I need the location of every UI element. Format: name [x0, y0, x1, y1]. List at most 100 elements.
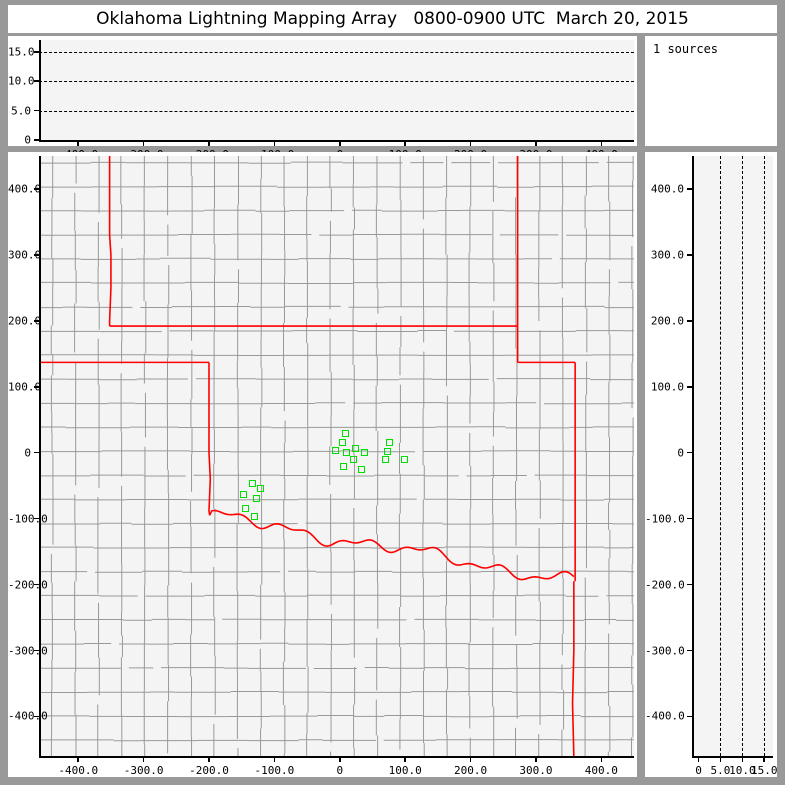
right-panel-xtick — [697, 756, 700, 762]
map-panel-x-axis — [39, 756, 634, 758]
right-panel-xtick — [763, 756, 765, 762]
top-panel-ytick-label: 0 — [24, 133, 31, 147]
right-panel-ytick — [687, 254, 693, 256]
source-marker — [357, 465, 365, 473]
source-marker — [350, 455, 357, 463]
right-panel-xtick-label: 5.0 — [710, 764, 731, 777]
top-panel-ytick-label: 5.0 — [11, 104, 31, 118]
top-plot-area[interactable] — [39, 40, 634, 140]
source-marker — [252, 495, 260, 503]
right-panel-xtick-label: 10.0 — [729, 764, 756, 777]
source-marker — [401, 456, 408, 464]
map-panel-xtick-label: -100.0 — [254, 764, 295, 777]
source-marker — [384, 447, 391, 455]
right-panel-gridline — [764, 156, 766, 756]
right-panel-xtick-label: 0 — [695, 764, 702, 777]
right-panel-gridline — [720, 156, 722, 756]
map-panel-xtick-label: -300.0 — [123, 764, 164, 777]
map-panel-ytick — [34, 254, 40, 256]
map-panel-ytick-label: 100.0 — [8, 380, 42, 394]
map-panel-ytick — [34, 188, 40, 190]
right-panel-ytick — [687, 320, 693, 322]
right-panel-ytick-label: 0 — [677, 446, 684, 460]
source-count-panel: 1 sources — [645, 36, 777, 146]
top-panel-xtick — [404, 140, 406, 146]
right-panel-ytick-label: 300.0 — [650, 248, 684, 262]
right-panel-xtick-label: 15.0 — [750, 764, 778, 777]
map-panel-xtick-label: 100.0 — [388, 764, 422, 777]
map-panel-ytick-label: 0 — [24, 446, 31, 460]
source-marker — [256, 484, 264, 492]
top-panel-ytick — [34, 80, 40, 82]
map-panel-xtick-label: -200.0 — [189, 764, 229, 777]
map-panel-xtick-label: 400.0 — [584, 764, 618, 777]
map-panel-xtick — [535, 756, 537, 762]
map-panel-xtick — [600, 756, 603, 762]
right-panel-ytick — [687, 715, 693, 718]
right-panel-ytick-label: -400.0 — [645, 709, 685, 723]
top-altitude-panel[interactable]: 05.010.015.0-400.0-300.0-200.0-100.00100… — [8, 36, 637, 161]
source-marker — [332, 447, 340, 455]
map-panel-xtick-label: 0 — [336, 764, 344, 777]
top-panel-xtick — [273, 140, 276, 146]
top-panel-xtick — [208, 140, 210, 146]
right-panel-ytick — [687, 386, 693, 388]
map-panel-ytick — [34, 715, 40, 718]
source-marker — [342, 430, 350, 438]
map-panel-xtick-label: 300.0 — [519, 764, 553, 777]
map-panel-ytick — [34, 649, 40, 652]
source-marker — [249, 479, 257, 487]
page-title: Oklahoma Lightning Mapping Array 0800-09… — [96, 9, 689, 29]
source-marker — [340, 463, 348, 471]
source-marker — [338, 438, 346, 446]
right-altitude-panel[interactable]: -400.0 -300.0 -200.0 -100.0 0 100.0 200.0 300.0… — [645, 152, 777, 777]
map-panel-ytick-label: 300.0 — [8, 248, 42, 262]
right-panel-ytick-label: 400.0 — [650, 182, 684, 196]
map-panel-xtick-label: 200.0 — [453, 764, 488, 777]
map-panel-xtick — [339, 756, 341, 762]
map-panel[interactable]: -400.0 -300.0 -200.0 -100.0 0 100.0 200.0 300.0… — [8, 152, 637, 777]
right-panel-ytick — [687, 649, 693, 652]
source-marker — [343, 448, 351, 456]
top-panel-y-axis — [39, 40, 41, 140]
map-panel-ytick-label: 200.0 — [8, 314, 42, 328]
map-plot-area[interactable] — [39, 156, 634, 756]
map-geography — [39, 156, 634, 756]
map-panel-ytick — [34, 451, 40, 454]
map-panel-xtick — [273, 756, 276, 762]
map-panel-ytick — [34, 386, 40, 388]
map-panel-ytick-label: -300.0 — [8, 644, 48, 657]
top-panel-gridline — [39, 81, 634, 83]
right-panel-ytick-label: -100.0 — [645, 512, 685, 526]
right-panel-ytick-label: -300.0 — [645, 644, 685, 657]
top-panel-xtick — [535, 140, 537, 146]
right-panel-ytick — [687, 517, 693, 520]
right-panel-y-axis — [692, 156, 694, 756]
right-panel-ytick-label: -200.0 — [645, 578, 685, 592]
source-marker — [351, 444, 359, 452]
map-panel-ytick — [34, 517, 40, 520]
right-plot-area[interactable] — [692, 156, 773, 756]
right-panel-ytick — [687, 188, 693, 190]
top-panel-xtick — [77, 140, 79, 146]
top-panel-ytick-label: 10.0 — [8, 74, 35, 88]
source-marker — [242, 505, 250, 513]
top-panel-xtick — [142, 140, 145, 146]
top-panel-gridline — [39, 110, 634, 112]
right-panel-xtick — [741, 756, 744, 762]
map-panel-ytick-label: -400.0 — [8, 709, 48, 723]
map-panel-ytick-label: -200.0 — [8, 578, 48, 592]
source-count-label: 1 sources — [653, 42, 719, 56]
right-panel-ytick — [687, 451, 693, 454]
right-panel-ytick — [687, 583, 693, 586]
right-panel-ytick-label: 200.0 — [650, 314, 684, 328]
right-panel-x-axis — [692, 756, 773, 758]
source-marker — [250, 512, 258, 520]
top-panel-xtick — [339, 140, 341, 146]
map-panel-xtick — [404, 756, 406, 762]
map-panel-ytick — [34, 583, 40, 586]
source-marker — [361, 449, 369, 457]
map-panel-ytick — [34, 320, 40, 322]
top-panel-xtick — [469, 140, 472, 146]
